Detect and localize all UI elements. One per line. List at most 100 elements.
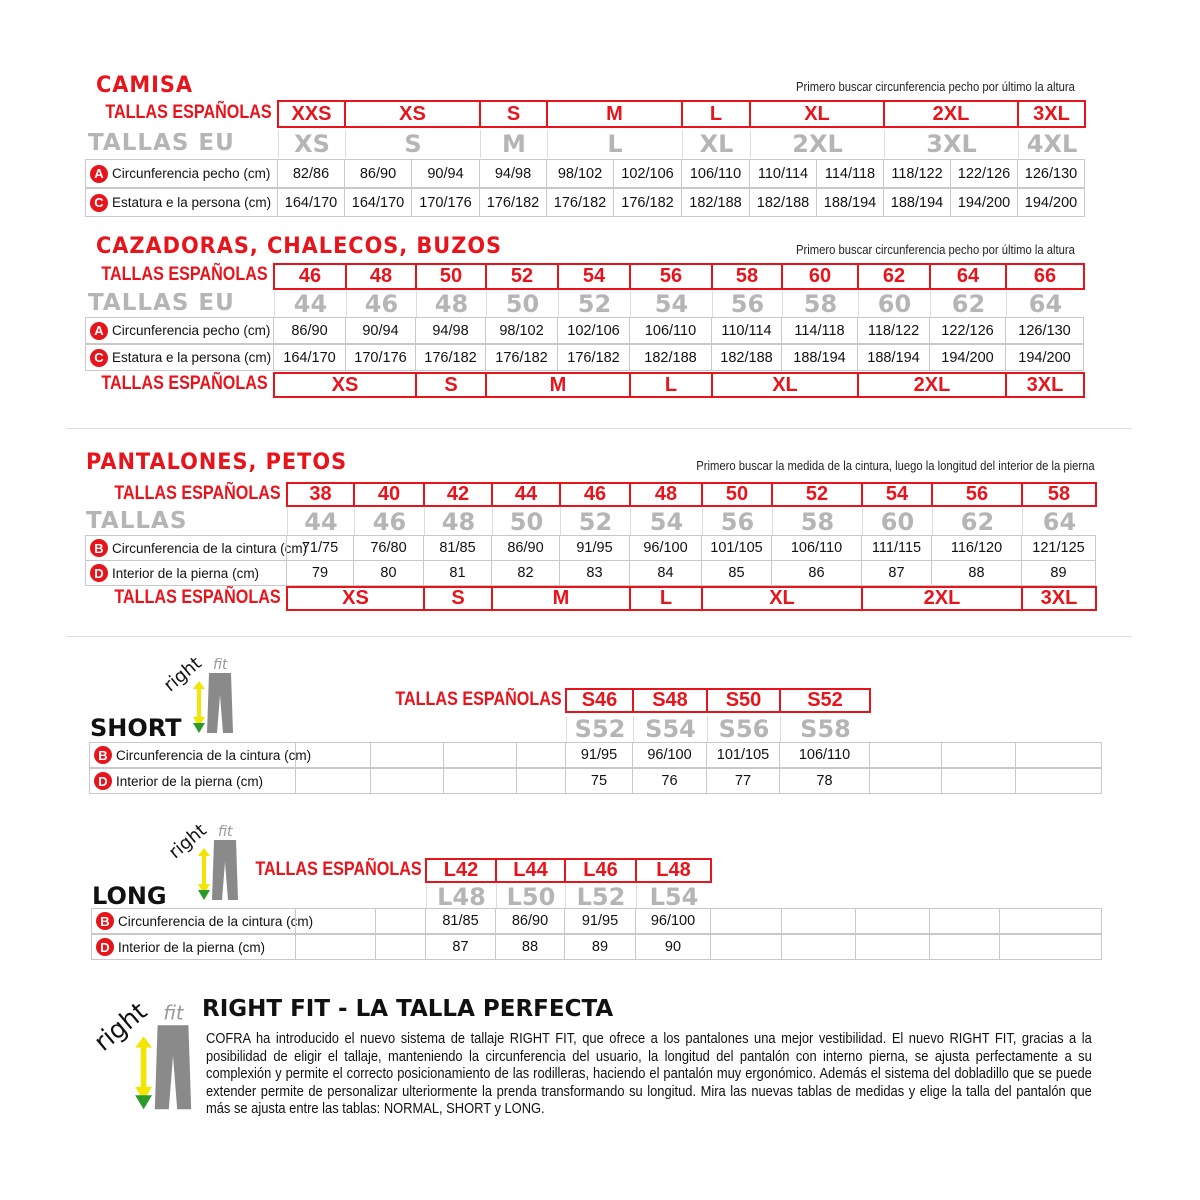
table-cell: 182/188 [681,188,750,217]
eu-size: 54 [630,508,702,536]
grey-row-label: TALLAS EU [88,290,235,316]
spanish-size: S52 [779,688,871,713]
eu-size: 56 [702,508,772,536]
table-cell: 90/94 [345,317,416,344]
table-cell: 176/182 [613,188,682,217]
table-cell: 94/98 [415,317,486,344]
eu-size: 48 [416,290,486,318]
table-cell: 86/90 [344,159,412,188]
table-cell: 188/194 [857,344,930,371]
eu-size: L [547,130,682,158]
size-number: 66 [1005,263,1085,290]
row-label-text: Interior de la pierna (cm) [118,939,266,955]
svg-text:fit: fit [213,657,228,673]
table-cell [941,742,1016,768]
row-label: C Estatura e la persona (cm) [85,344,274,371]
table-cell [370,768,444,794]
table-cell: 96/100 [632,742,707,768]
size-number: 56 [629,263,713,290]
table-cell [999,908,1102,934]
spanish-size: XS [344,100,481,128]
table-cell: 111/115 [861,535,932,561]
row-label: A Circunferencia pecho (cm) [85,317,274,344]
table-cell: 91/95 [565,742,633,768]
eu-size: 44 [287,508,354,536]
table-cell: 84 [629,560,702,586]
red-row-label: TALLAS ESPAÑOLAS [101,264,268,285]
spanish-size: L48 [635,858,712,883]
size-number: 42 [423,482,493,507]
table-cell: 88 [931,560,1022,586]
spanish-size: 2XL [861,586,1023,611]
table-cell [295,742,371,768]
row-label-text: Estatura e la persona (cm) [112,350,272,365]
table-cell [855,908,930,934]
table-cell: 170/176 [345,344,416,371]
spanish-size: S50 [706,688,781,713]
table-cell [295,768,371,794]
spanish-size: S [423,586,493,611]
table-cell [941,768,1016,794]
spanish-size: 2XL [883,100,1019,128]
row-label: D Interior de la pierna (cm) [89,768,296,794]
table-cell: 85 [701,560,772,586]
table-cell: 194/200 [950,188,1018,217]
row-label: B Circunferencia de la cintura (cm) [89,742,311,768]
row-label-text: Estatura e la persona (cm) [112,195,272,210]
size-number: 56 [931,482,1023,507]
divider [66,636,1132,637]
row-label-text: Interior de la pierna (cm) [112,565,260,581]
table-cell: 121/125 [1021,535,1096,561]
eu-size: XL [682,130,750,158]
spanish-size: L [629,586,703,611]
table-cell: 122/126 [950,159,1018,188]
eu-size: S56 [707,715,780,743]
table-cell: 80 [353,560,424,586]
size-number: 46 [559,482,631,507]
size-number: 48 [629,482,703,507]
section-title: CAMISA [96,73,194,98]
eu-size: 62 [930,290,1006,318]
table-cell: 194/200 [929,344,1006,371]
rightfit-logo: right fit [88,996,208,1112]
table-cell: 102/106 [557,317,630,344]
table-cell [781,908,856,934]
table-cell: 126/130 [1017,159,1085,188]
spanish-size: XL [701,586,863,611]
table-cell: 164/170 [277,188,345,217]
spanish-size: M [546,100,683,128]
eu-size: 64 [1006,290,1084,318]
red-row-label: TALLAS ESPAÑOLAS [105,102,272,123]
table-cell: 79 [286,560,354,586]
eu-size: 3XL [884,130,1018,158]
table-cell: 188/194 [781,344,858,371]
long-eu-size: L48 [426,883,496,911]
spanish-size: S46 [565,688,634,713]
table-cell [375,908,426,934]
spanish-size: 2XL [857,372,1007,398]
eu-size: 46 [346,290,416,318]
table-cell: 75 [565,768,633,794]
table-cell: 89 [564,934,636,960]
section-note: Primero buscar circunferencia pecho por … [796,243,1075,257]
red-row-label: TALLAS ESPAÑOLAS [255,859,422,880]
spanish-size: 3XL [1005,372,1085,398]
row-label: D Interior de la pierna (cm) [91,934,296,960]
table-cell: 94/98 [479,159,547,188]
table-cell [781,934,856,960]
table-cell: 82 [491,560,560,586]
table-cell: 96/100 [629,535,702,561]
table-cell: 122/126 [929,317,1006,344]
eu-size: M [480,130,547,158]
table-cell [516,768,566,794]
spanish-size: L46 [564,858,637,883]
eu-size: S58 [780,715,870,743]
rightfit-logo: right fit [160,653,245,735]
spanish-size: L42 [425,858,497,883]
table-cell [929,908,1000,934]
spanish-size: S [415,372,487,398]
size-number: 50 [701,482,773,507]
table-cell [295,908,376,934]
table-cell: 89 [1021,560,1096,586]
long-eu-size: L54 [636,883,711,911]
